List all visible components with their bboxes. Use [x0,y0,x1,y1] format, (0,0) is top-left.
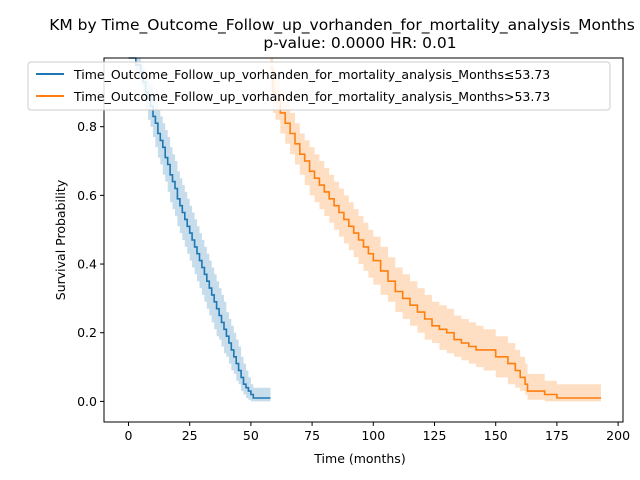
y-tick-label: 0.2 [77,325,97,340]
ci-band-series-1 [128,58,271,402]
y-axis-ticks: 0.0 0.2 0.4 0.6 0.8 [77,119,104,409]
x-tick-label: 200 [606,428,630,443]
x-axis-ticks: 0 25 50 75 100 125 150 175 200 [125,422,630,443]
confidence-bands [128,58,601,402]
x-tick-label: 75 [304,428,320,443]
x-tick-label: 0 [125,428,133,443]
x-tick-label: 100 [361,428,385,443]
survival-line-series-2 [270,67,601,399]
ci-band-series-2 [270,58,601,402]
chart-subtitle: p-value: 0.0000 HR: 0.01 [263,34,456,52]
x-tick-label: 50 [243,428,259,443]
x-tick-label: 150 [484,428,508,443]
legend-label-2: Time_Outcome_Follow_up_vorhanden_for_mor… [73,89,550,104]
y-axis-label: Survival Probability [53,179,68,300]
x-tick-label: 25 [182,428,198,443]
x-axis-label: Time (months) [313,451,405,466]
x-tick-label: 125 [423,428,447,443]
y-tick-label: 0.4 [77,257,97,272]
y-tick-label: 0.8 [77,119,97,134]
survival-curves [128,57,601,399]
y-tick-label: 0.0 [77,394,97,409]
y-tick-label: 0.6 [77,188,97,203]
plot-frame [103,57,624,423]
chart-title: KM by Time_Outcome_Follow_up_vorhanden_f… [49,16,635,35]
legend: Time_Outcome_Follow_up_vorhanden_for_mor… [27,61,611,111]
legend-box [27,61,611,111]
legend-label-1: Time_Outcome_Follow_up_vorhanden_for_mor… [73,67,550,82]
survival-line-series-1 [128,57,271,399]
x-tick-label: 175 [545,428,569,443]
